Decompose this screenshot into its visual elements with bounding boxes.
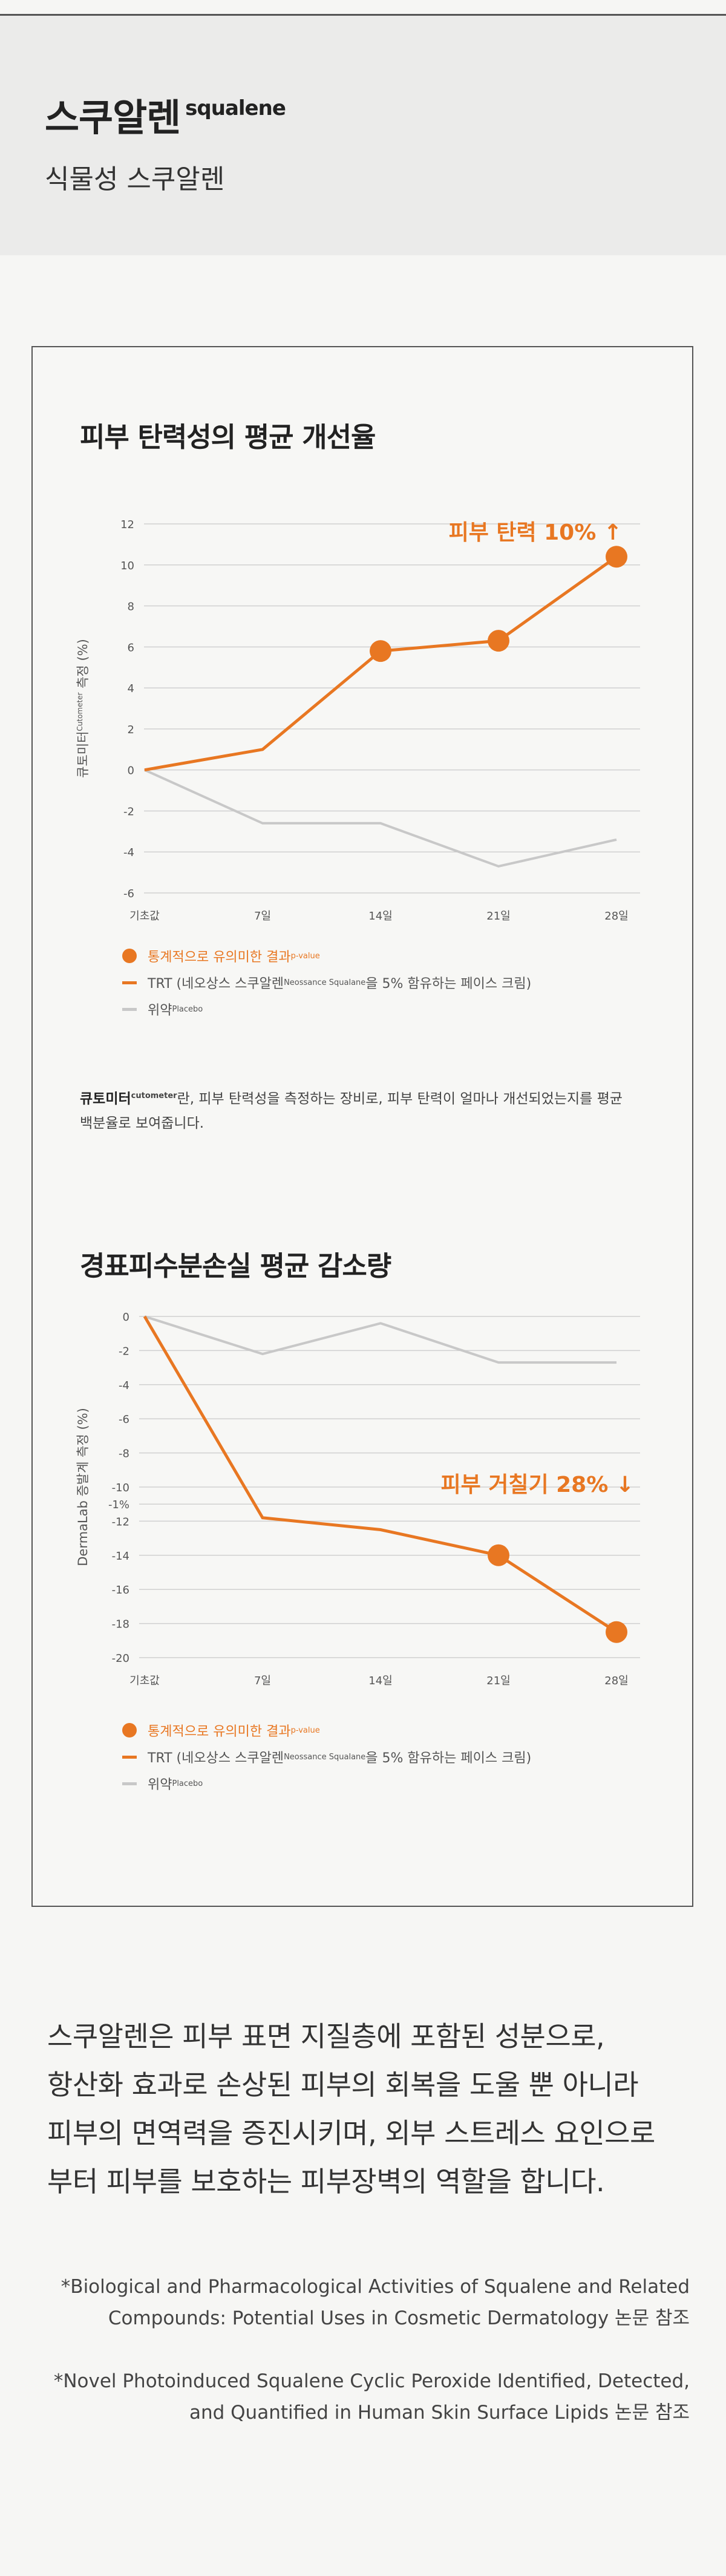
description-line: 부터 피부를 보호하는 피부장벽의 역할을 합니다.: [47, 2165, 605, 2198]
y-tick-label: 10: [120, 560, 134, 572]
reference-1: *Biological and Pharmacological Activiti…: [60, 2276, 690, 2329]
legend-line-icon: [122, 1782, 137, 1785]
legend-trt: TRT (네오상스 스쿠알렌 Neossance Squalane 을 5% 함유하…: [122, 1744, 531, 1770]
series-line-trt: [144, 555, 618, 772]
y-tick-label: -6: [119, 1413, 129, 1426]
x-tick-label: 14일: [368, 1675, 392, 1687]
chart1-title: 피부 탄력성의 평균 개선율: [80, 421, 376, 453]
chart1-svg: -6 -4 -2 0 2 4 6 8 10 12 기초값 7일 14일 21일 28일 큐토미터Cutomet…: [76, 518, 640, 923]
series-line-placebo: [144, 1315, 616, 1364]
x-tick-label: 기초값: [129, 1675, 160, 1687]
y-tick-label: -14: [112, 1550, 129, 1563]
description-line: 스쿠알렌은 피부 표면 지질층에 포함된 성분으로,: [47, 2020, 605, 2053]
x-tick-label: 21일: [486, 1675, 510, 1687]
y-tick-label: -16: [112, 1584, 129, 1597]
chart-panel: 피부 탄력성의 평균 개선율 -6 -4 -2 0 2 4 6 8 10 12 기초값 7일 14일 21…: [31, 346, 693, 1907]
x-tick-label: 21일: [486, 910, 510, 923]
page-title-sup: squalene: [185, 96, 286, 120]
legend-line-icon: [122, 981, 137, 984]
y-tick-label: 6: [128, 641, 134, 654]
x-tick-label: 28일: [604, 910, 628, 923]
y-tick-label: -8: [119, 1448, 129, 1460]
y-tick-label: 0: [128, 765, 134, 777]
legend-placebo: 위약 Placebo: [122, 1770, 531, 1797]
series-line-trt: [143, 1315, 618, 1633]
x-tick-label: 7일: [254, 1675, 271, 1687]
y-tick-label: -2: [119, 1345, 129, 1358]
legend-significant: 통계적으로 유의미한 결과 p-value: [122, 943, 531, 969]
significant-point: [606, 1621, 627, 1643]
significant-point: [488, 630, 509, 652]
legend-trt: TRT (네오상스 스쿠알렌 Neossance Squalane 을 5% 함유하…: [122, 969, 531, 996]
top-border: [0, 0, 726, 16]
significant-point: [606, 546, 627, 568]
y-tick-label: -18: [112, 1618, 129, 1631]
y-axis-label: 큐토미터Cutometer 측정 (%): [76, 639, 90, 778]
x-tick-label: 14일: [368, 910, 392, 923]
chart-annotation: 피부 탄력 10% ↑: [449, 520, 622, 545]
y-tick-label: 8: [128, 601, 134, 613]
description: 스쿠알렌은 피부 표면 지질층에 포함된 성분으로, 항산화 효과로 손상된 피…: [47, 2012, 688, 2206]
y-tick-label: -1%: [108, 1499, 129, 1511]
x-tick-label: 7일: [254, 910, 271, 923]
significant-point: [488, 1544, 509, 1566]
reference-2: *Novel Photoinduced Squalene Cyclic Pero…: [53, 2370, 690, 2424]
chart2-title: 경표피수분손실 평균 감소량: [80, 1250, 391, 1282]
legend-significant: 통계적으로 유의미한 결과 p-value: [122, 1717, 531, 1744]
cutometer-note: 큐토미터cutometer란, 피부 탄력성을 측정하는 장비로, 피부 탄력이…: [80, 1091, 623, 1131]
legend-dot-icon: [122, 949, 137, 963]
description-line: 항산화 효과로 손상된 피부의 회복을 도울 뿐 아니라: [47, 2068, 639, 2101]
y-tick-label: 2: [128, 724, 134, 736]
page-header: 스쿠알렌 squalene 식물성 스쿠알렌: [0, 16, 726, 255]
y-tick-label: -20: [112, 1652, 129, 1665]
description-line: 피부의 면역력을 증진시키며, 외부 스트레스 요인으로: [47, 2117, 655, 2149]
legend-line-icon: [122, 1007, 137, 1011]
y-axis-label: DermaLab 증발계 측정 (%): [76, 1408, 90, 1566]
y-tick-label: -2: [123, 805, 134, 818]
legend-dot-icon: [122, 1723, 137, 1737]
chart1-legend: 통계적으로 유의미한 결과 p-value TRT (네오상스 스쿠알렌 Neoss…: [122, 943, 531, 1022]
y-tick-label: -4: [119, 1379, 129, 1392]
y-tick-label: 12: [120, 518, 134, 531]
significant-point: [370, 640, 391, 662]
y-tick-label: -4: [123, 846, 134, 859]
x-tick-label: 28일: [604, 1675, 628, 1687]
page-subtitle: 식물성 스쿠알렌: [45, 164, 225, 195]
y-tick-label: -6: [123, 888, 134, 900]
series-line-placebo: [144, 768, 617, 868]
legend-line-icon: [122, 1755, 137, 1759]
y-tick-label: -12: [112, 1515, 129, 1528]
legend-placebo: 위약 Placebo: [122, 996, 531, 1022]
page-title: 스쿠알렌 squalene: [45, 96, 286, 140]
chart2-legend: 통계적으로 유의미한 결과 p-value TRT (네오상스 스쿠알렌 Neoss…: [122, 1717, 531, 1797]
x-tick-label: 기초값: [129, 910, 160, 923]
y-tick-label: 4: [128, 682, 134, 695]
y-tick-label: 0: [123, 1311, 129, 1324]
chart-annotation: 피부 거칠기 28% ↓: [440, 1473, 634, 1497]
y-tick-label: -10: [112, 1482, 129, 1494]
